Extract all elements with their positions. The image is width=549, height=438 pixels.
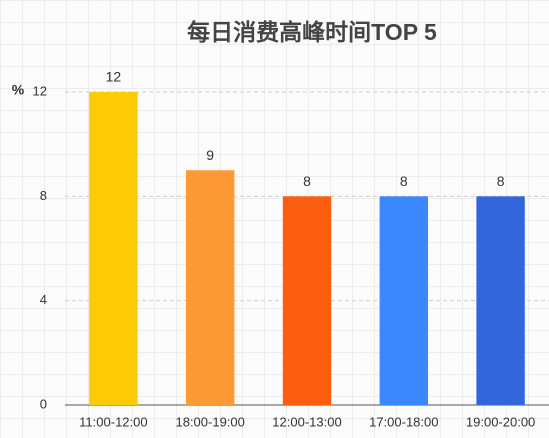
bar (186, 170, 235, 405)
bar (379, 196, 428, 405)
value-label: 8 (400, 173, 408, 189)
y-tick-label: 0 (40, 396, 47, 411)
x-tick-label: 18:00-19:00 (175, 414, 244, 429)
x-tick-label: 11:00-12:00 (79, 414, 147, 429)
value-label: 8 (303, 173, 311, 189)
value-label: 9 (206, 147, 214, 163)
y-axis-label: % (12, 82, 25, 98)
y-tick-label: 4 (40, 292, 47, 307)
x-tick-label: 19:00-20:00 (466, 414, 535, 429)
bar (476, 196, 525, 405)
bar (282, 196, 332, 405)
bar (89, 92, 138, 405)
x-tick-label: 17:00-18:00 (369, 414, 438, 429)
value-label: 8 (497, 173, 505, 189)
chart-title: 每日消费高峰时间TOP 5 (187, 19, 437, 45)
y-tick-label: 12 (33, 83, 47, 98)
x-tick-label: 12:00-13:00 (272, 414, 341, 429)
y-tick-label: 8 (40, 188, 47, 203)
value-label: 12 (106, 69, 122, 85)
